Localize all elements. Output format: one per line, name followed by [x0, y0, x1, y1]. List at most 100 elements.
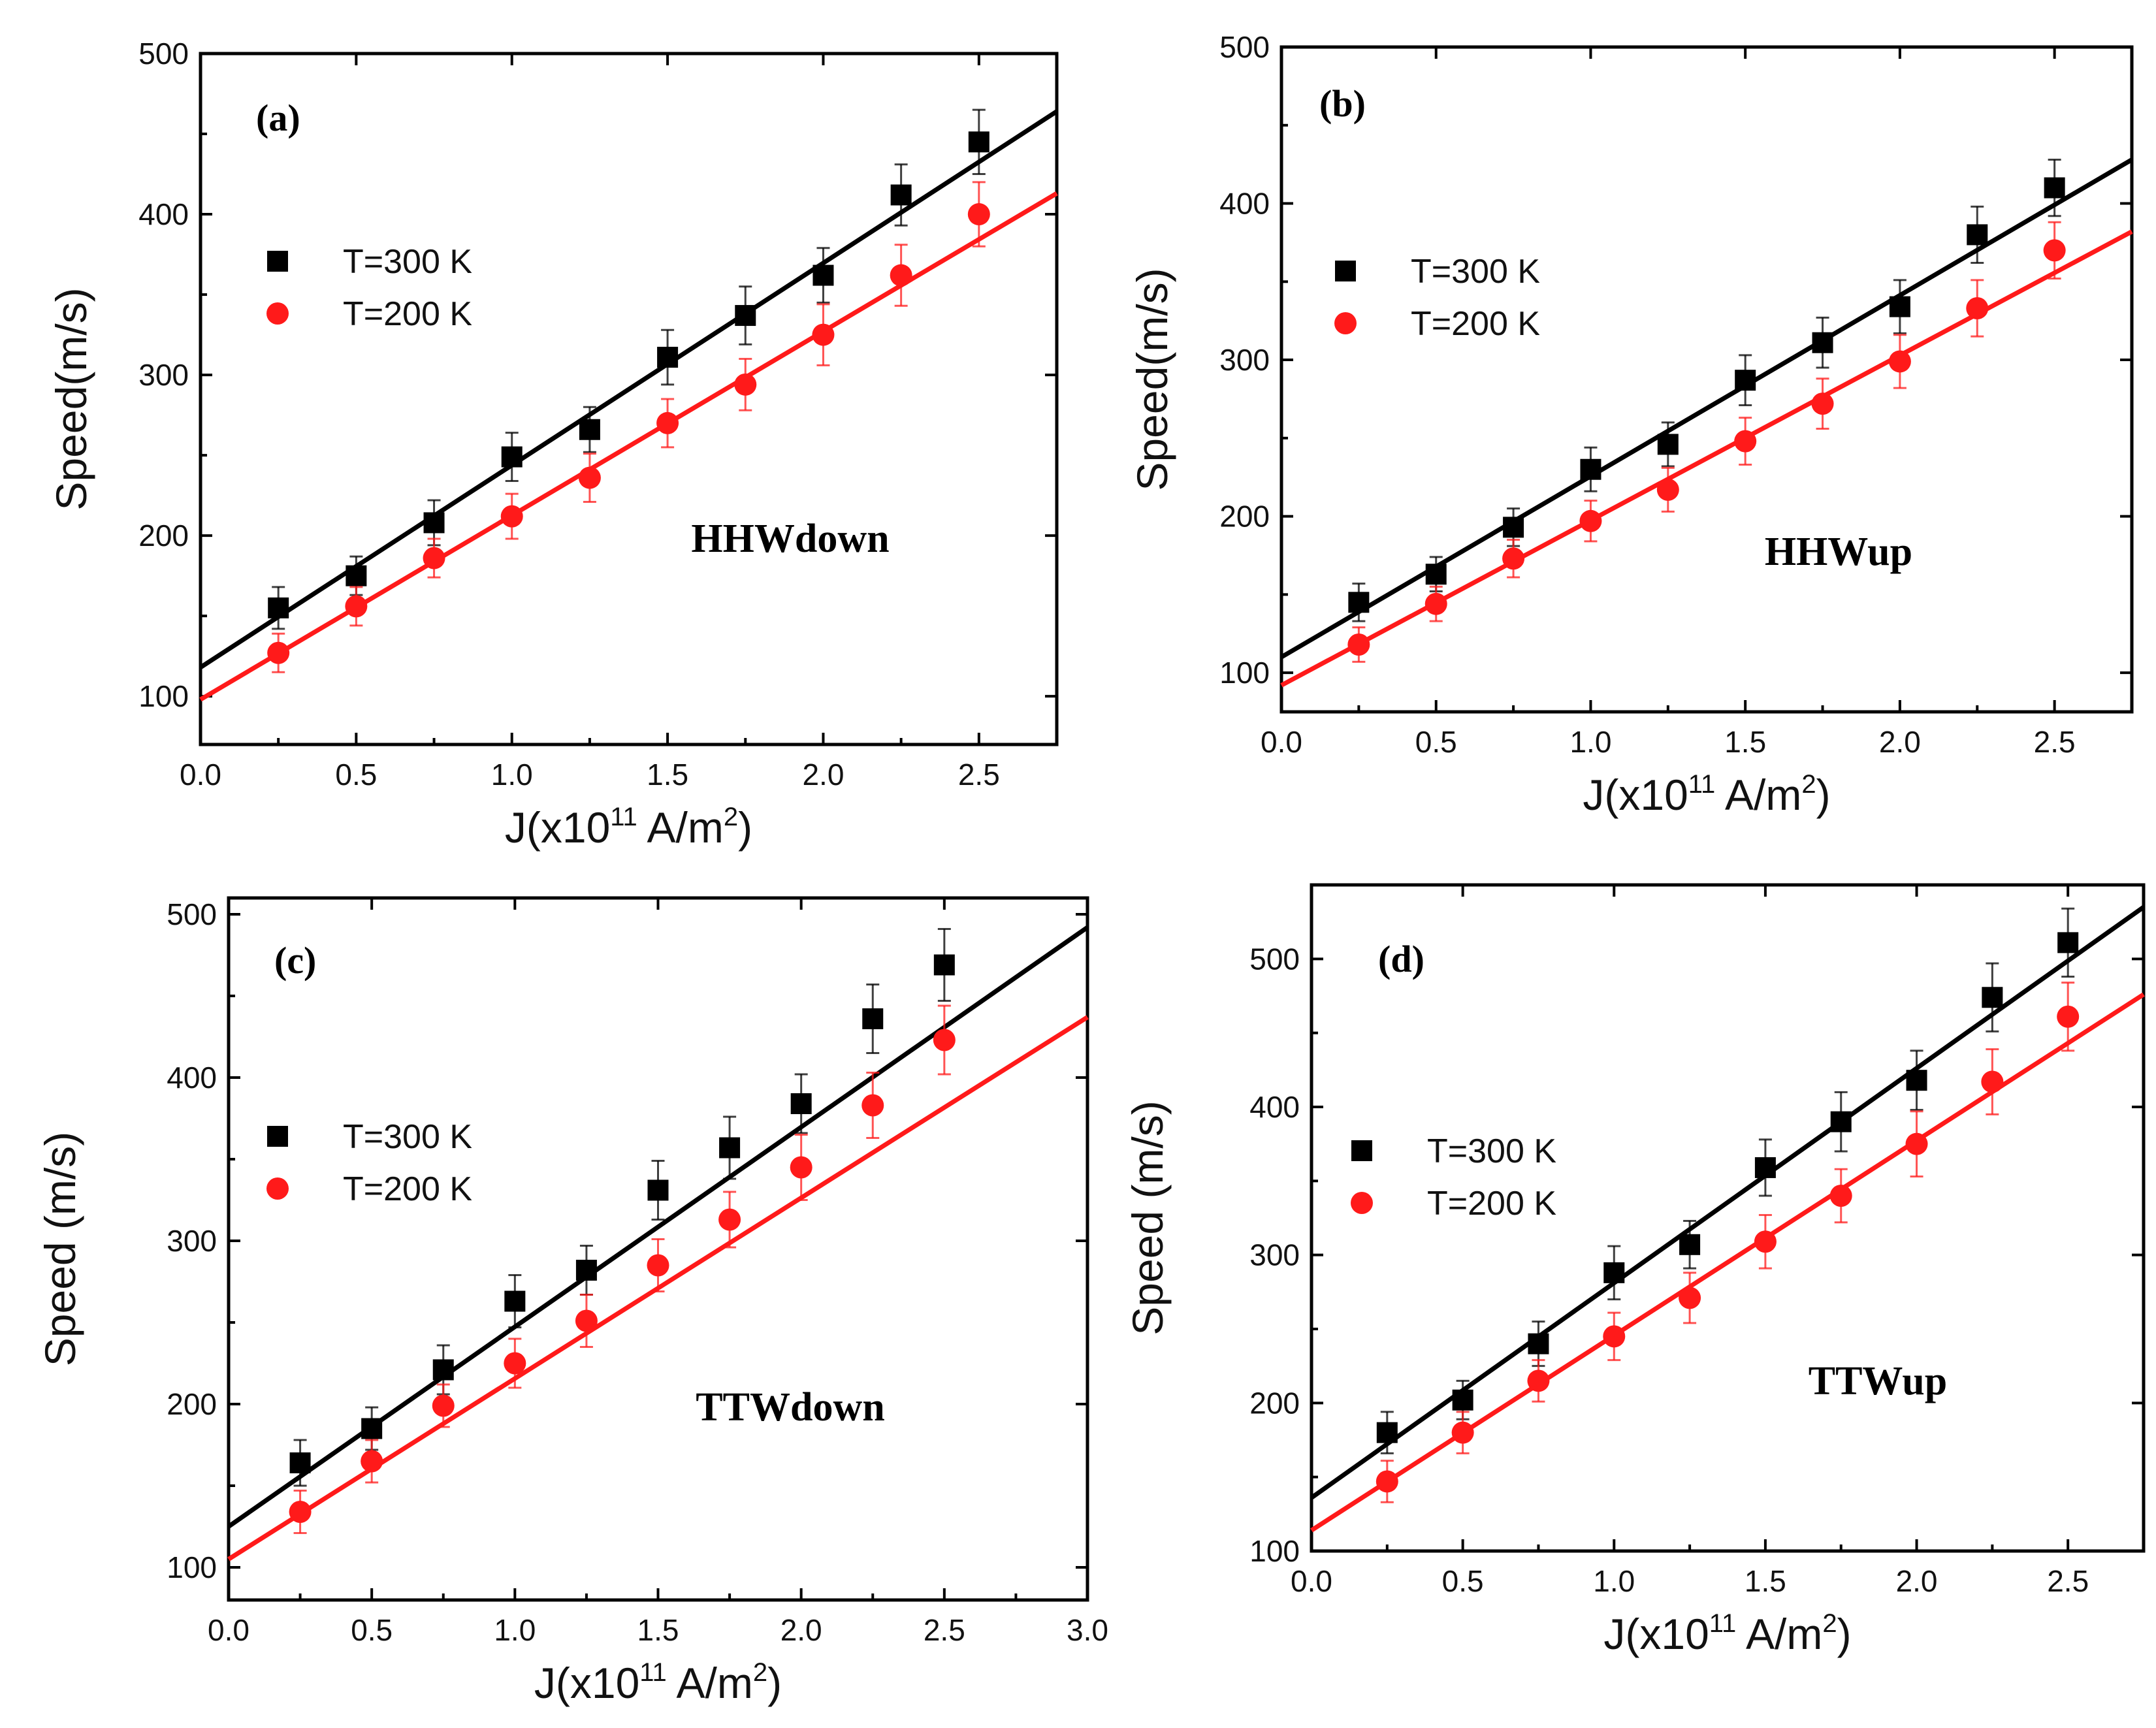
x-tick-label: 2.5	[958, 758, 1000, 792]
y-tick-label: 400	[167, 1061, 217, 1095]
data-point-t300	[1580, 458, 1601, 480]
legend-label: T=300 K	[343, 1118, 472, 1156]
x-tick-label: 0.0	[208, 1613, 249, 1647]
y-tick-label: 200	[167, 1387, 217, 1421]
y-tick-label: 300	[167, 1224, 217, 1258]
y-tick-label: 200	[1219, 500, 1270, 534]
x-tick-label: 1.5	[637, 1613, 679, 1647]
x-axis-title-suffix: )	[738, 803, 752, 852]
data-point-t200	[812, 323, 835, 346]
fit-line-t200	[1310, 992, 2145, 1533]
x-tick-label: 0.5	[1415, 725, 1457, 759]
data-point-t200	[1603, 1325, 1626, 1348]
data-point-t300	[1735, 370, 1756, 391]
x-axis-title-exp2: 2	[1822, 1609, 1837, 1638]
x-tick-label: 1.0	[1593, 1564, 1635, 1598]
data-point-t300	[1679, 1234, 1701, 1255]
x-axis-title-suffix: )	[767, 1659, 782, 1707]
y-tick-label: 400	[138, 197, 189, 231]
data-point-t300	[1603, 1262, 1625, 1283]
data-point-t200	[1811, 392, 1834, 415]
y-tick-label: 500	[138, 37, 189, 71]
legend-label: T=200 K	[1427, 1185, 1556, 1223]
x-axis-title-exp2: 2	[1801, 770, 1816, 799]
x-tick-label: 1.0	[491, 758, 533, 792]
data-point-t200	[1451, 1421, 1474, 1444]
data-point-t200	[1966, 297, 1989, 320]
legend-marker-circle	[1334, 312, 1357, 334]
data-point-t200	[890, 264, 912, 287]
data-point-t300	[579, 419, 600, 440]
y-tick-label: 400	[1249, 1090, 1300, 1124]
data-point-t200	[1679, 1287, 1701, 1309]
x-tick-label: 0.0	[180, 758, 221, 792]
fit-line-t200	[199, 191, 1058, 702]
data-point-t200	[790, 1156, 813, 1179]
panel-label: (a)	[256, 97, 300, 139]
data-point-t300	[2044, 177, 2065, 199]
x-axis-title-exp2: 2	[724, 803, 738, 831]
legend-marker-square	[267, 251, 288, 272]
data-point-t200	[861, 1094, 884, 1117]
x-tick-label: 1.5	[1745, 1564, 1786, 1598]
data-point-t200	[2057, 1005, 2080, 1028]
data-point-t300	[1503, 517, 1524, 538]
data-point-t200	[647, 1254, 669, 1277]
data-point-t300	[1982, 987, 2003, 1008]
data-point-t300	[504, 1290, 526, 1312]
data-point-t300	[423, 512, 445, 534]
plot-frame	[199, 52, 1059, 746]
x-axis-title: J(x1011 A/m2)	[505, 803, 752, 852]
chart-panel-b: 0.0 0.5 1.0 1.5 2.0 2.5 100 200 300 400 500 J(x1011…	[1128, 30, 2134, 819]
legend-label: T=300 K	[343, 243, 472, 281]
data-point-t300	[890, 184, 912, 206]
panel-label: (b)	[1319, 82, 1366, 125]
data-point-t200	[423, 547, 445, 569]
plot-frame	[1310, 883, 2146, 1553]
data-point-t200	[2043, 239, 2066, 262]
x-axis-title-mid: A/m	[1736, 1610, 1822, 1658]
x-tick-label: 1.0	[494, 1613, 536, 1647]
data-point-t300	[968, 131, 990, 153]
y-tick-label: 100	[1249, 1534, 1300, 1568]
y-tick-label: 200	[1249, 1386, 1300, 1420]
fit-line-t300	[1280, 157, 2133, 660]
data-point-t200	[289, 1501, 312, 1523]
data-point-t200	[1829, 1185, 1852, 1207]
chart-panel-d: 0.0 0.5 1.0 1.5 2.0 2.5 100 200 300 400 500 J(x1011…	[1123, 883, 2146, 1658]
data-point-t200	[933, 1029, 956, 1051]
data-point-t300	[790, 1093, 812, 1114]
data-point-t300	[289, 1452, 311, 1473]
data-point-t200	[500, 505, 523, 528]
data-point-t300	[657, 347, 679, 368]
x-axis-title-exp1: 11	[610, 803, 637, 831]
data-point-t300	[1889, 296, 1910, 317]
legend-marker-circle	[266, 1177, 289, 1200]
data-point-t300	[719, 1137, 741, 1159]
legend-marker-square	[1351, 1140, 1372, 1161]
legend-label: T=200 K	[1411, 305, 1540, 343]
data-point-t300	[346, 565, 367, 586]
data-point-t300	[1452, 1389, 1473, 1411]
y-axis-title: Speed (m/s)	[36, 1132, 84, 1366]
data-point-t200	[734, 373, 757, 396]
x-tick-label: 2.5	[2034, 725, 2076, 759]
data-point-t300	[361, 1418, 383, 1439]
x-tick-label: 2.0	[802, 758, 844, 792]
wall-type-label: TTWup	[1809, 1359, 1948, 1403]
fit-line-t300	[1310, 905, 2146, 1500]
data-point-t300	[1348, 592, 1370, 613]
y-tick-label: 300	[1249, 1238, 1300, 1272]
data-point-t300	[1812, 332, 1833, 353]
x-axis-title-prefix: J(x10	[505, 803, 610, 852]
x-axis-title: J(x1011 A/m2)	[1603, 1609, 1851, 1658]
x-tick-label: 2.0	[780, 1613, 822, 1647]
data-point-t200	[1734, 430, 1757, 453]
panel-label: (c)	[274, 939, 316, 982]
data-point-t200	[1888, 350, 1911, 373]
data-point-t300	[501, 446, 523, 468]
data-point-t200	[1527, 1369, 1550, 1392]
x-tick-label: 2.0	[1896, 1564, 1938, 1598]
data-point-t200	[361, 1450, 383, 1473]
data-point-t300	[735, 305, 756, 327]
